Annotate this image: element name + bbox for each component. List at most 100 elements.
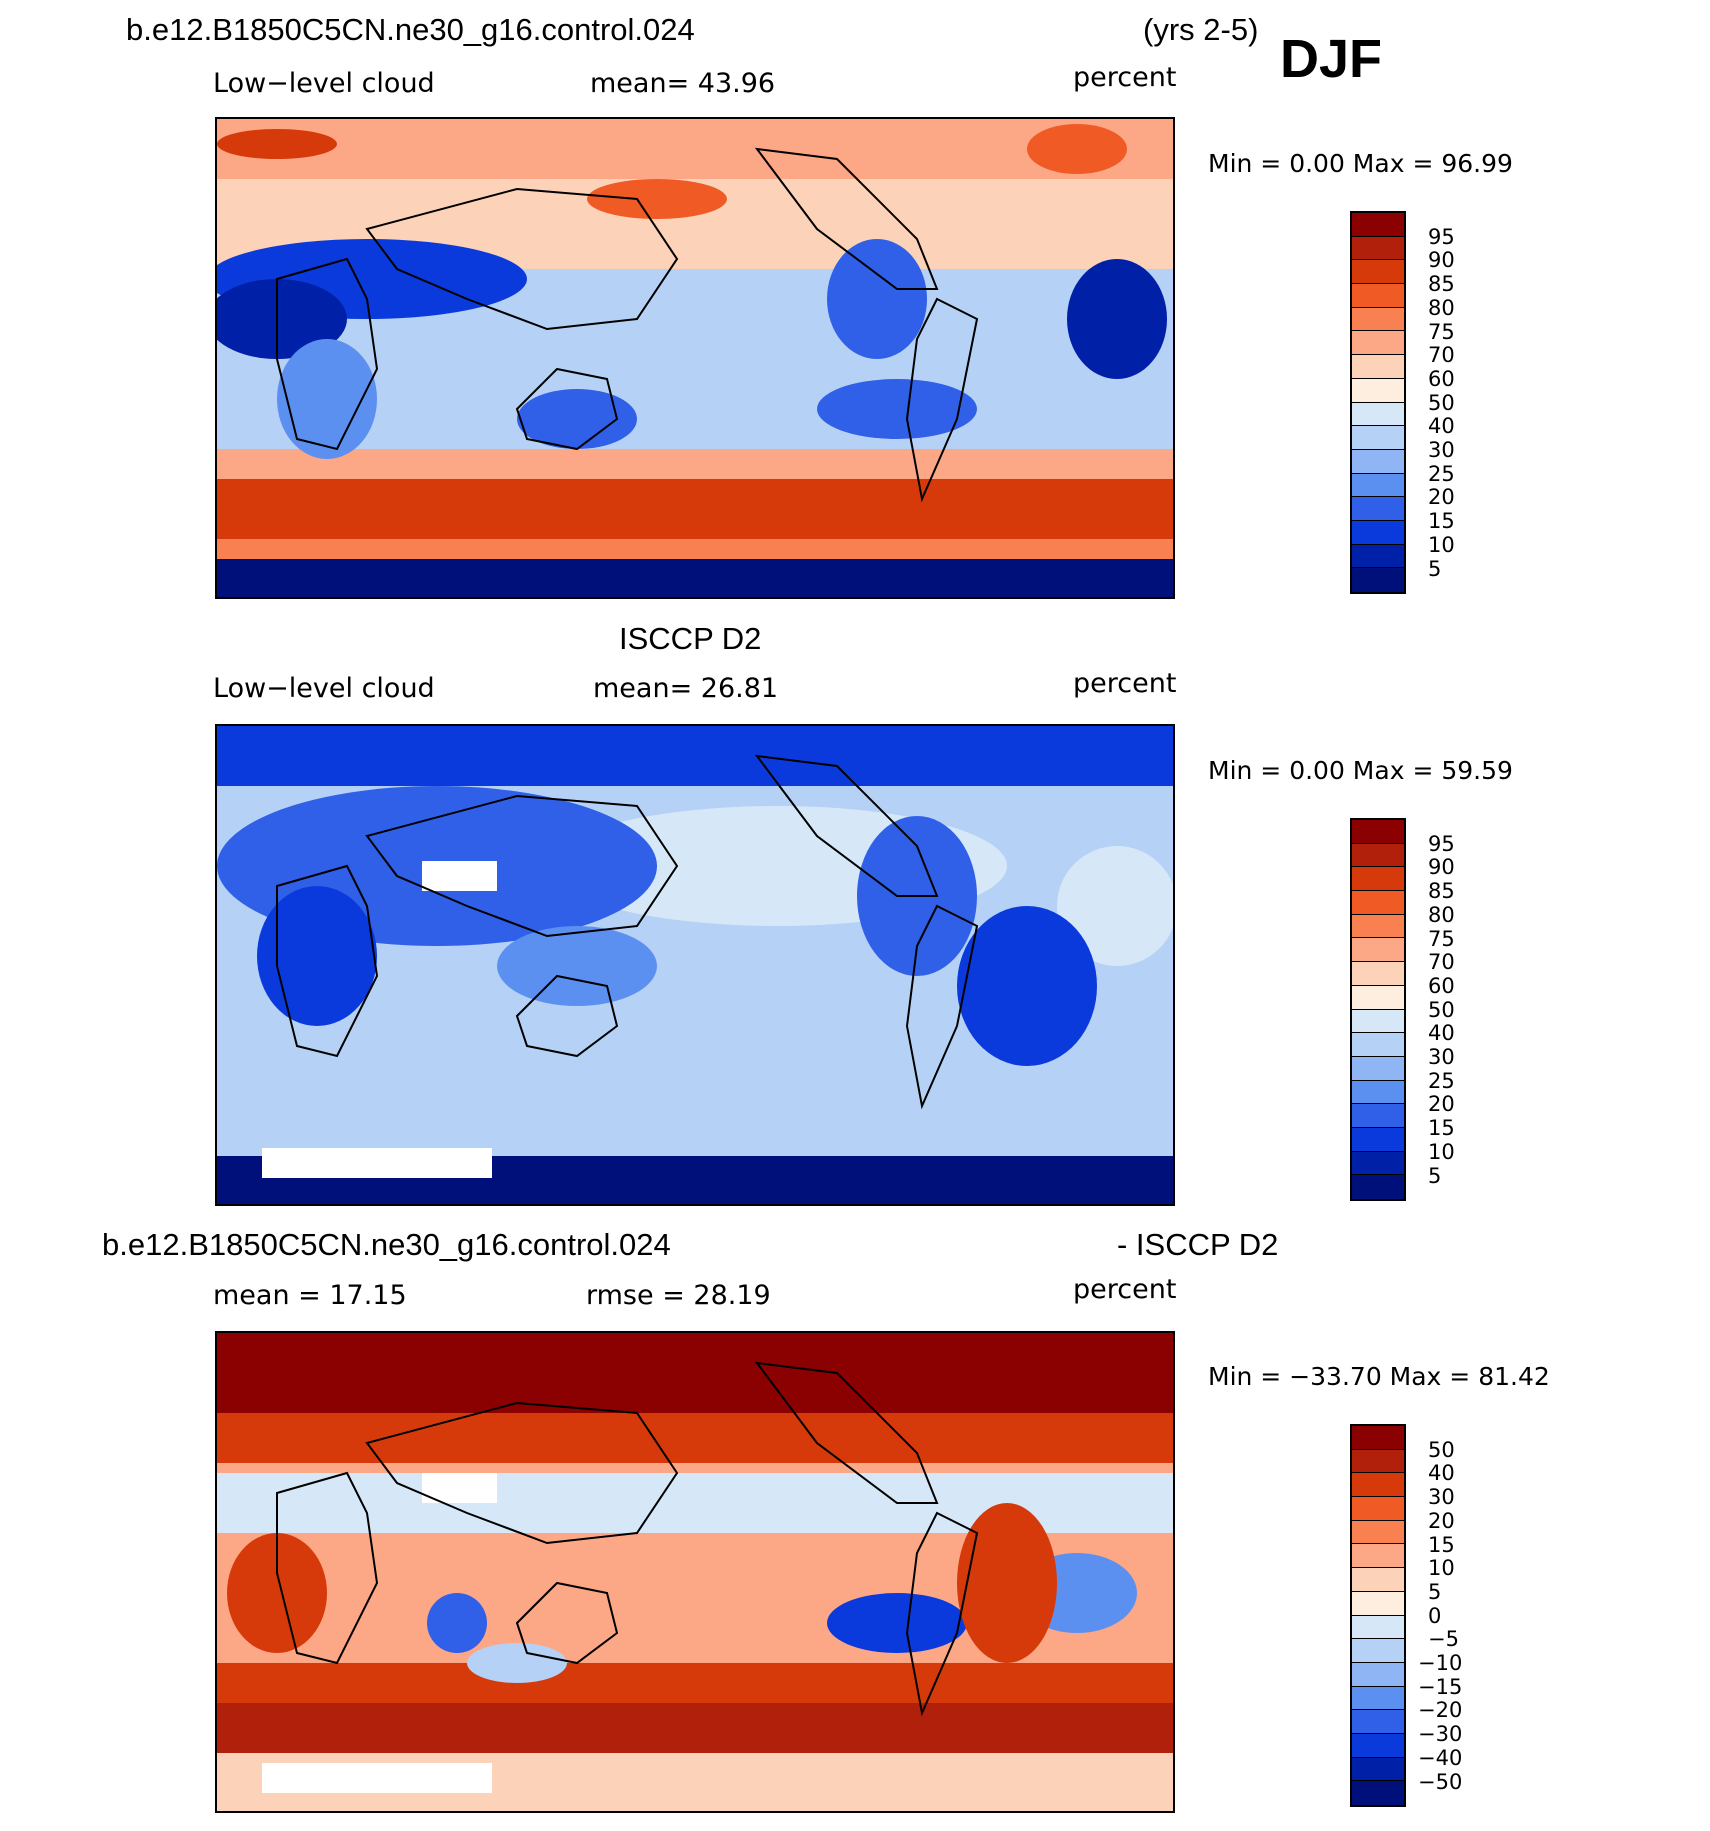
colorbar-tick-label: 75 [1428,926,1455,951]
panel2-title: ISCCP D2 [619,621,762,656]
colorbar-swatch [1352,568,1404,592]
colorbar-tick-label: 30 [1428,1045,1455,1069]
colorbar-tick-label: 75 [1428,319,1455,344]
panel1-map [215,117,1175,599]
colorbar-swatch [1352,544,1404,569]
colorbar-swatch [1352,213,1404,237]
colorbar-tick-label: 10 [1428,1556,1455,1581]
panel2-mean: mean= 26.81 [593,673,779,704]
colorbar-swatch [1352,355,1404,379]
colorbar-swatch [1352,1497,1404,1521]
colorbar-tick-label: 90 [1428,855,1455,880]
panel2-variable: Low−level cloud [213,673,435,704]
panel3-mean: mean = 17.15 [213,1280,407,1311]
colorbar-tick-label: −30 [1418,1722,1463,1747]
colorbar-tick-label: 5 [1428,556,1442,581]
colorbar-tick-label: 70 [1428,950,1455,975]
colorbar-swatch [1352,1662,1404,1687]
colorbar-tick-label: 80 [1428,295,1455,320]
colorbar-swatch [1352,1175,1404,1199]
panel3-units: percent [1073,1274,1177,1305]
colorbar-tick-label: 60 [1428,973,1455,998]
panel1-variable: Low−level cloud [213,68,435,99]
colorbar-swatch [1352,938,1404,963]
colorbar-tick-label: 25 [1428,461,1455,486]
panel3-rmse: rmse = 28.19 [586,1280,771,1311]
colorbar-tick-label: 80 [1428,902,1455,927]
colorbar-tick-label: −50 [1418,1769,1463,1794]
colorbar-swatch [1352,1568,1404,1592]
colorbar-tick-label: 85 [1428,879,1455,904]
panel3-title-right: - ISCCP D2 [1117,1227,1279,1262]
colorbar-tick-label: 10 [1428,532,1455,557]
colorbar-swatch [1352,1686,1404,1711]
panel3-colorbar-swatches [1350,1424,1406,1807]
colorbar-tick-label: 60 [1428,366,1455,391]
colorbar-tick-label: 5 [1428,1163,1442,1188]
panel1-minmax: Min = 0.00 Max = 96.99 [1208,149,1513,178]
colorbar-tick-label: 15 [1428,1532,1455,1557]
colorbar-swatch [1352,820,1404,844]
colorbar-swatch [1352,843,1404,868]
colorbar-tick-label: 50 [1428,997,1455,1022]
colorbar-swatch [1352,1591,1404,1616]
panel2-minmax: Min = 0.00 Max = 59.59 [1208,756,1513,785]
colorbar-swatch [1352,1426,1404,1450]
colorbar-tick-label: 15 [1428,509,1455,534]
season-label: DJF [1280,29,1383,89]
colorbar-swatch [1352,236,1404,261]
colorbar-tick-label: 10 [1428,1139,1455,1164]
colorbar-tick-label: 30 [1428,438,1455,462]
colorbar-tick-label: 50 [1428,1437,1455,1462]
colorbar-tick-label: −15 [1418,1674,1463,1699]
colorbar-tick-label: 25 [1428,1068,1455,1093]
colorbar-swatch [1352,1104,1404,1128]
colorbar-swatch [1352,1710,1404,1734]
colorbar-tick-label: 85 [1428,272,1455,297]
colorbar-swatch [1352,1757,1404,1782]
colorbar-tick-label: 0 [1428,1603,1442,1628]
colorbar-tick-label: −5 [1428,1627,1459,1652]
colorbar-tick-label: −10 [1418,1651,1463,1675]
colorbar-swatch [1352,260,1404,285]
panel3-map [215,1331,1175,1813]
panel2-colorbar [1350,818,1406,1201]
panel1-colorbar-swatches [1350,211,1406,594]
colorbar-tick-label: −20 [1418,1698,1463,1723]
colorbar-swatch [1352,1127,1404,1152]
panel1-colorbar [1350,211,1406,594]
colorbar-swatch [1352,1733,1404,1758]
colorbar-tick-label: −40 [1418,1745,1463,1770]
colorbar-swatch [1352,1056,1404,1081]
colorbar-swatch [1352,520,1404,545]
colorbar-tick-label: 20 [1428,1508,1455,1533]
colorbar-swatch [1352,891,1404,915]
colorbar-tick-label: 50 [1428,390,1455,415]
panel1-mean: mean= 43.96 [590,68,776,99]
colorbar-swatch [1352,867,1404,892]
colorbar-swatch [1352,1639,1404,1663]
colorbar-swatch [1352,1009,1404,1034]
panel2-colorbar-swatches [1350,818,1406,1201]
years-label: (yrs 2-5) [1143,12,1259,47]
colorbar-tick-label: 15 [1428,1116,1455,1141]
colorbar-swatch [1352,962,1404,986]
colorbar-swatch [1352,1544,1404,1569]
colorbar-tick-label: 20 [1428,485,1455,510]
colorbar-swatch [1352,307,1404,332]
panel3-minmax: Min = −33.70 Max = 81.42 [1208,1362,1550,1391]
panel2-units: percent [1073,668,1177,699]
colorbar-swatch [1352,402,1404,427]
colorbar-tick-label: 70 [1428,343,1455,368]
colorbar-tick-label: 95 [1428,831,1455,856]
colorbar-swatch [1352,1781,1404,1805]
colorbar-swatch [1352,378,1404,403]
colorbar-tick-label: 90 [1428,248,1455,273]
panel3-colorbar [1350,1424,1406,1807]
colorbar-tick-label: 40 [1428,414,1455,439]
panel3-title-left: b.e12.B1850C5CN.ne30_g16.control.024 [102,1227,671,1262]
colorbar-swatch [1352,426,1404,450]
colorbar-tick-label: 20 [1428,1092,1455,1117]
colorbar-swatch [1352,1151,1404,1176]
colorbar-swatch [1352,497,1404,521]
